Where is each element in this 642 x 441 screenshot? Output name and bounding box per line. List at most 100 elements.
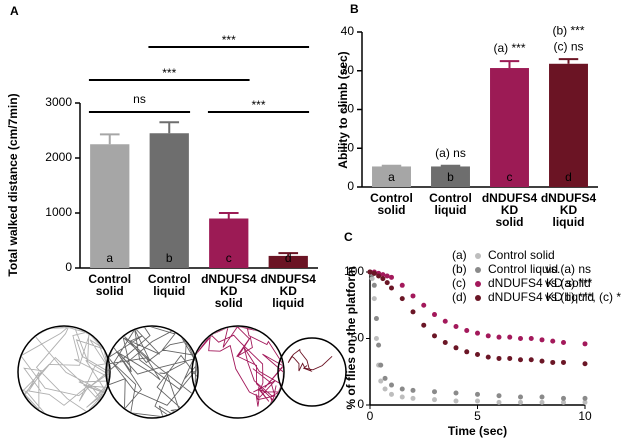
x-tick-label: dNDUFS4 KD solid xyxy=(482,191,538,229)
x-tick-label-line: liquid xyxy=(553,215,585,229)
arena xyxy=(277,337,347,407)
y-tick-label: 40 xyxy=(341,24,355,38)
data-point xyxy=(496,334,502,340)
data-point xyxy=(389,274,394,280)
legend-marker xyxy=(475,253,481,259)
data-point xyxy=(453,390,459,396)
data-point xyxy=(410,309,416,315)
x-tick-label-line: dNDUFS4 xyxy=(201,272,257,286)
data-point xyxy=(399,394,405,400)
data-point xyxy=(432,333,437,339)
x-tick-label-line: solid xyxy=(96,284,124,298)
arena xyxy=(191,325,285,419)
data-point xyxy=(475,351,480,357)
x-tick-label-line: dNDUFS4 xyxy=(541,191,597,205)
legend-note: vs.(b) ***, (c) * xyxy=(545,290,621,304)
data-point xyxy=(485,354,491,360)
data-point xyxy=(582,361,588,367)
panel-label: C xyxy=(344,230,353,244)
data-point xyxy=(539,358,545,364)
x-tick-label: 5 xyxy=(474,409,481,423)
x-tick-label: 10 xyxy=(578,409,592,423)
data-point xyxy=(518,394,523,400)
data-point xyxy=(453,324,459,330)
data-point xyxy=(432,389,437,395)
legend-marker xyxy=(475,281,481,287)
data-point xyxy=(382,386,388,392)
arena xyxy=(105,325,199,419)
x-tick-label-line: solid xyxy=(377,203,405,217)
data-point xyxy=(367,269,373,275)
panel-label: B xyxy=(350,2,359,16)
panel-label: A xyxy=(10,4,19,18)
bar-letter: b xyxy=(166,251,173,265)
y-tick-label: 0 xyxy=(357,397,364,411)
data-point xyxy=(384,280,390,286)
bar-letter: a xyxy=(106,251,113,265)
x-tick-label: 0 xyxy=(367,409,374,423)
y-tick-label: 30 xyxy=(341,63,355,77)
data-point xyxy=(371,296,377,302)
legend-label: (b) xyxy=(452,262,467,276)
significance-label: ns xyxy=(133,92,146,106)
significance-label: *** xyxy=(251,98,265,112)
significance-note: (c) ns xyxy=(554,39,584,53)
bar-letter: d xyxy=(285,251,292,265)
significance-note: (a) ns xyxy=(435,146,466,160)
data-point xyxy=(399,296,405,302)
legend-label: (a) xyxy=(452,248,467,262)
y-tick-label: 50 xyxy=(351,331,365,345)
x-tick-label: Control solid xyxy=(88,272,131,298)
data-point xyxy=(442,339,448,345)
legend-name: Control liquid xyxy=(488,262,558,276)
error-bar xyxy=(278,252,299,256)
data-point xyxy=(518,336,523,341)
data-point xyxy=(376,273,382,279)
data-point xyxy=(453,398,459,404)
y-tick-label: 10 xyxy=(341,140,355,154)
error-bar xyxy=(159,121,180,134)
data-point xyxy=(389,391,394,397)
data-point xyxy=(432,312,437,318)
data-point xyxy=(561,359,566,365)
data-point xyxy=(485,333,491,339)
x-tick-label-line: liquid xyxy=(272,296,304,310)
data-point xyxy=(496,355,502,361)
error-bar xyxy=(558,58,579,64)
y-tick-label: 0 xyxy=(347,179,354,193)
bar xyxy=(431,166,470,187)
data-point xyxy=(582,395,588,401)
data-point xyxy=(518,357,523,363)
error-bar xyxy=(99,133,120,145)
y-axis-label: Ability to climb (sec) xyxy=(336,51,350,168)
bar-letter: d xyxy=(565,170,572,184)
bar xyxy=(549,63,588,187)
legend-name: dNDUFS4 KD solid xyxy=(488,276,591,290)
legend-marker xyxy=(475,295,481,301)
data-point xyxy=(561,399,566,405)
data-point xyxy=(539,399,545,405)
x-tick-label: dNDUFS4 KD liquid xyxy=(261,272,317,310)
x-tick-label: dNDUFS4 KD liquid xyxy=(541,191,597,229)
x-tick-label-line: KD xyxy=(220,284,238,298)
bar-letter: b xyxy=(447,170,454,184)
y-tick-label: 2000 xyxy=(45,150,72,164)
data-point xyxy=(410,387,416,393)
legend-note: vs.(a) ns xyxy=(545,262,591,276)
x-tick-label-line: liquid xyxy=(153,284,185,298)
x-tick-label-line: solid xyxy=(215,296,243,310)
error-bar xyxy=(381,164,402,167)
x-tick-label-line: dNDUFS4 xyxy=(261,272,317,286)
y-tick-label: 0 xyxy=(65,260,72,274)
data-point xyxy=(561,339,566,345)
bar xyxy=(209,218,249,268)
data-point xyxy=(453,345,459,351)
trajectory xyxy=(194,327,283,407)
data-point xyxy=(496,393,502,399)
significance-note: (b) *** xyxy=(552,23,584,37)
bar-letter: c xyxy=(507,170,513,184)
data-point xyxy=(561,395,566,401)
data-point xyxy=(539,394,545,400)
data-point xyxy=(421,322,427,328)
data-point xyxy=(369,276,375,282)
